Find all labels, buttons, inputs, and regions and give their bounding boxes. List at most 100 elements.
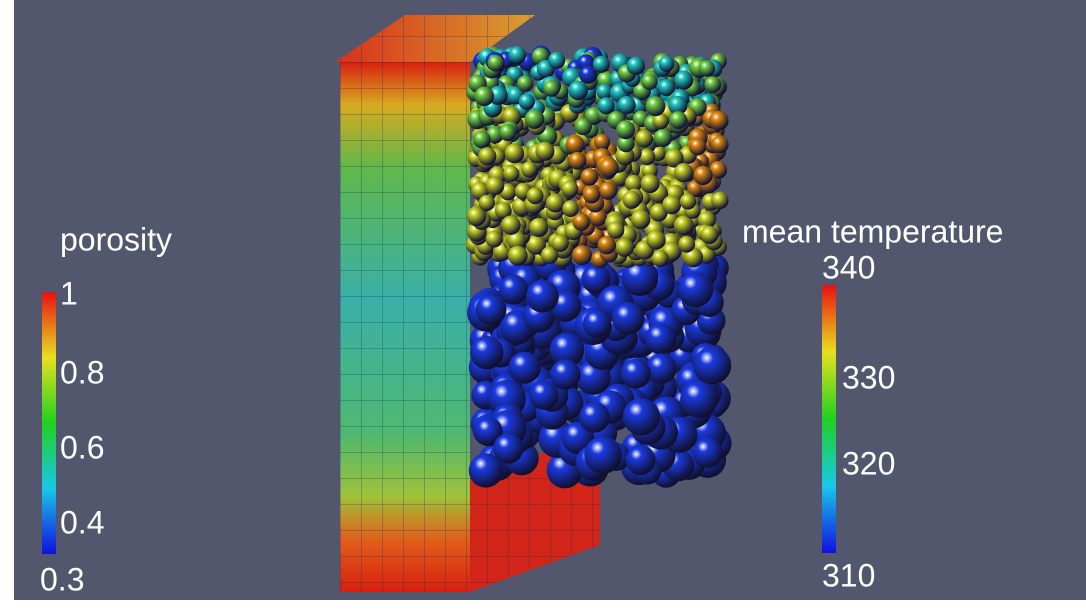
- particle: [678, 272, 713, 307]
- tick-label: 0.6: [60, 429, 104, 465]
- particle: [709, 111, 729, 131]
- tick-label: 310: [822, 557, 875, 593]
- particle: [546, 194, 565, 213]
- particle: [623, 398, 660, 435]
- particle: [627, 57, 645, 75]
- particle: [499, 124, 516, 141]
- particle: [526, 280, 559, 313]
- particle: [543, 80, 560, 97]
- particle: [486, 231, 503, 248]
- colorbar: [42, 292, 56, 554]
- particle: [662, 195, 681, 214]
- particle: [488, 55, 505, 72]
- particles: [466, 46, 732, 489]
- particle: [641, 174, 660, 193]
- particle: [493, 433, 523, 463]
- particle: [575, 118, 592, 135]
- tick-label: 0.3: [40, 561, 84, 597]
- particle: [612, 302, 644, 334]
- particle: [615, 238, 634, 257]
- particle: [473, 131, 491, 149]
- colorbar: [822, 285, 836, 553]
- particle: [529, 218, 548, 237]
- left-margin: [0, 0, 14, 610]
- particle: [478, 147, 496, 165]
- particle: [599, 158, 619, 178]
- particle: [572, 245, 592, 265]
- tick-label: 1: [60, 275, 78, 311]
- box-front-grid: [340, 62, 470, 592]
- tick-label: 330: [842, 359, 895, 395]
- particle: [704, 76, 721, 93]
- particle: [479, 195, 495, 211]
- particle: [568, 81, 588, 101]
- particle: [680, 380, 718, 418]
- particle: [693, 166, 712, 185]
- particle: [583, 309, 611, 337]
- particle: [651, 250, 668, 267]
- legend-title: mean temperature: [742, 213, 1003, 249]
- particle: [561, 180, 578, 197]
- particle: [508, 46, 526, 64]
- particle: [646, 230, 665, 249]
- particle: [645, 96, 665, 116]
- particle: [599, 182, 617, 200]
- particle: [674, 163, 693, 182]
- particle: [470, 336, 503, 369]
- tick-label: 0.8: [60, 354, 104, 390]
- particle: [680, 193, 696, 209]
- particle: [593, 56, 610, 73]
- render-view: porosity 10.80.60.40.3 mean temperature …: [0, 0, 1086, 610]
- particle: [535, 142, 554, 161]
- particle: [616, 120, 635, 139]
- particle: [584, 436, 622, 474]
- particle: [474, 86, 494, 106]
- particle: [573, 213, 591, 231]
- particle: [659, 56, 675, 72]
- particle: [583, 186, 600, 203]
- particle: [689, 138, 706, 155]
- particle: [581, 168, 599, 186]
- particle: [521, 161, 537, 177]
- particle: [641, 74, 657, 90]
- particle: [568, 152, 586, 170]
- particle: [562, 200, 579, 217]
- particle: [693, 437, 723, 467]
- particle: [646, 353, 676, 383]
- particle: [693, 346, 731, 384]
- particle: [711, 192, 728, 209]
- tick-label: 340: [822, 249, 875, 285]
- particle: [623, 191, 641, 209]
- particle: [700, 226, 718, 244]
- particle: [699, 60, 715, 76]
- particle: [517, 75, 533, 91]
- particle: [645, 323, 676, 354]
- particle: [501, 215, 520, 234]
- particle: [529, 380, 558, 409]
- particle: [504, 143, 524, 163]
- particle: [486, 177, 505, 196]
- particle: [669, 111, 687, 129]
- tick-label: 320: [842, 445, 895, 481]
- particle: [508, 246, 528, 266]
- particle: [527, 187, 544, 204]
- particle: [617, 96, 635, 114]
- particle: [579, 402, 610, 433]
- particle: [635, 130, 653, 148]
- legend-title: porosity: [60, 221, 172, 257]
- particle: [565, 135, 584, 154]
- particle: [476, 294, 507, 325]
- particle: [711, 136, 729, 154]
- particle: [594, 134, 610, 150]
- particle: [503, 166, 519, 182]
- particle: [597, 97, 614, 114]
- particle: [550, 359, 580, 389]
- particle: [607, 222, 624, 239]
- bottom-margin: [0, 600, 1086, 610]
- particle: [621, 359, 651, 389]
- particle: [674, 71, 693, 90]
- particle: [551, 234, 568, 251]
- particle: [519, 94, 535, 110]
- tick-label: 0.4: [60, 504, 104, 540]
- particle: [678, 236, 695, 253]
